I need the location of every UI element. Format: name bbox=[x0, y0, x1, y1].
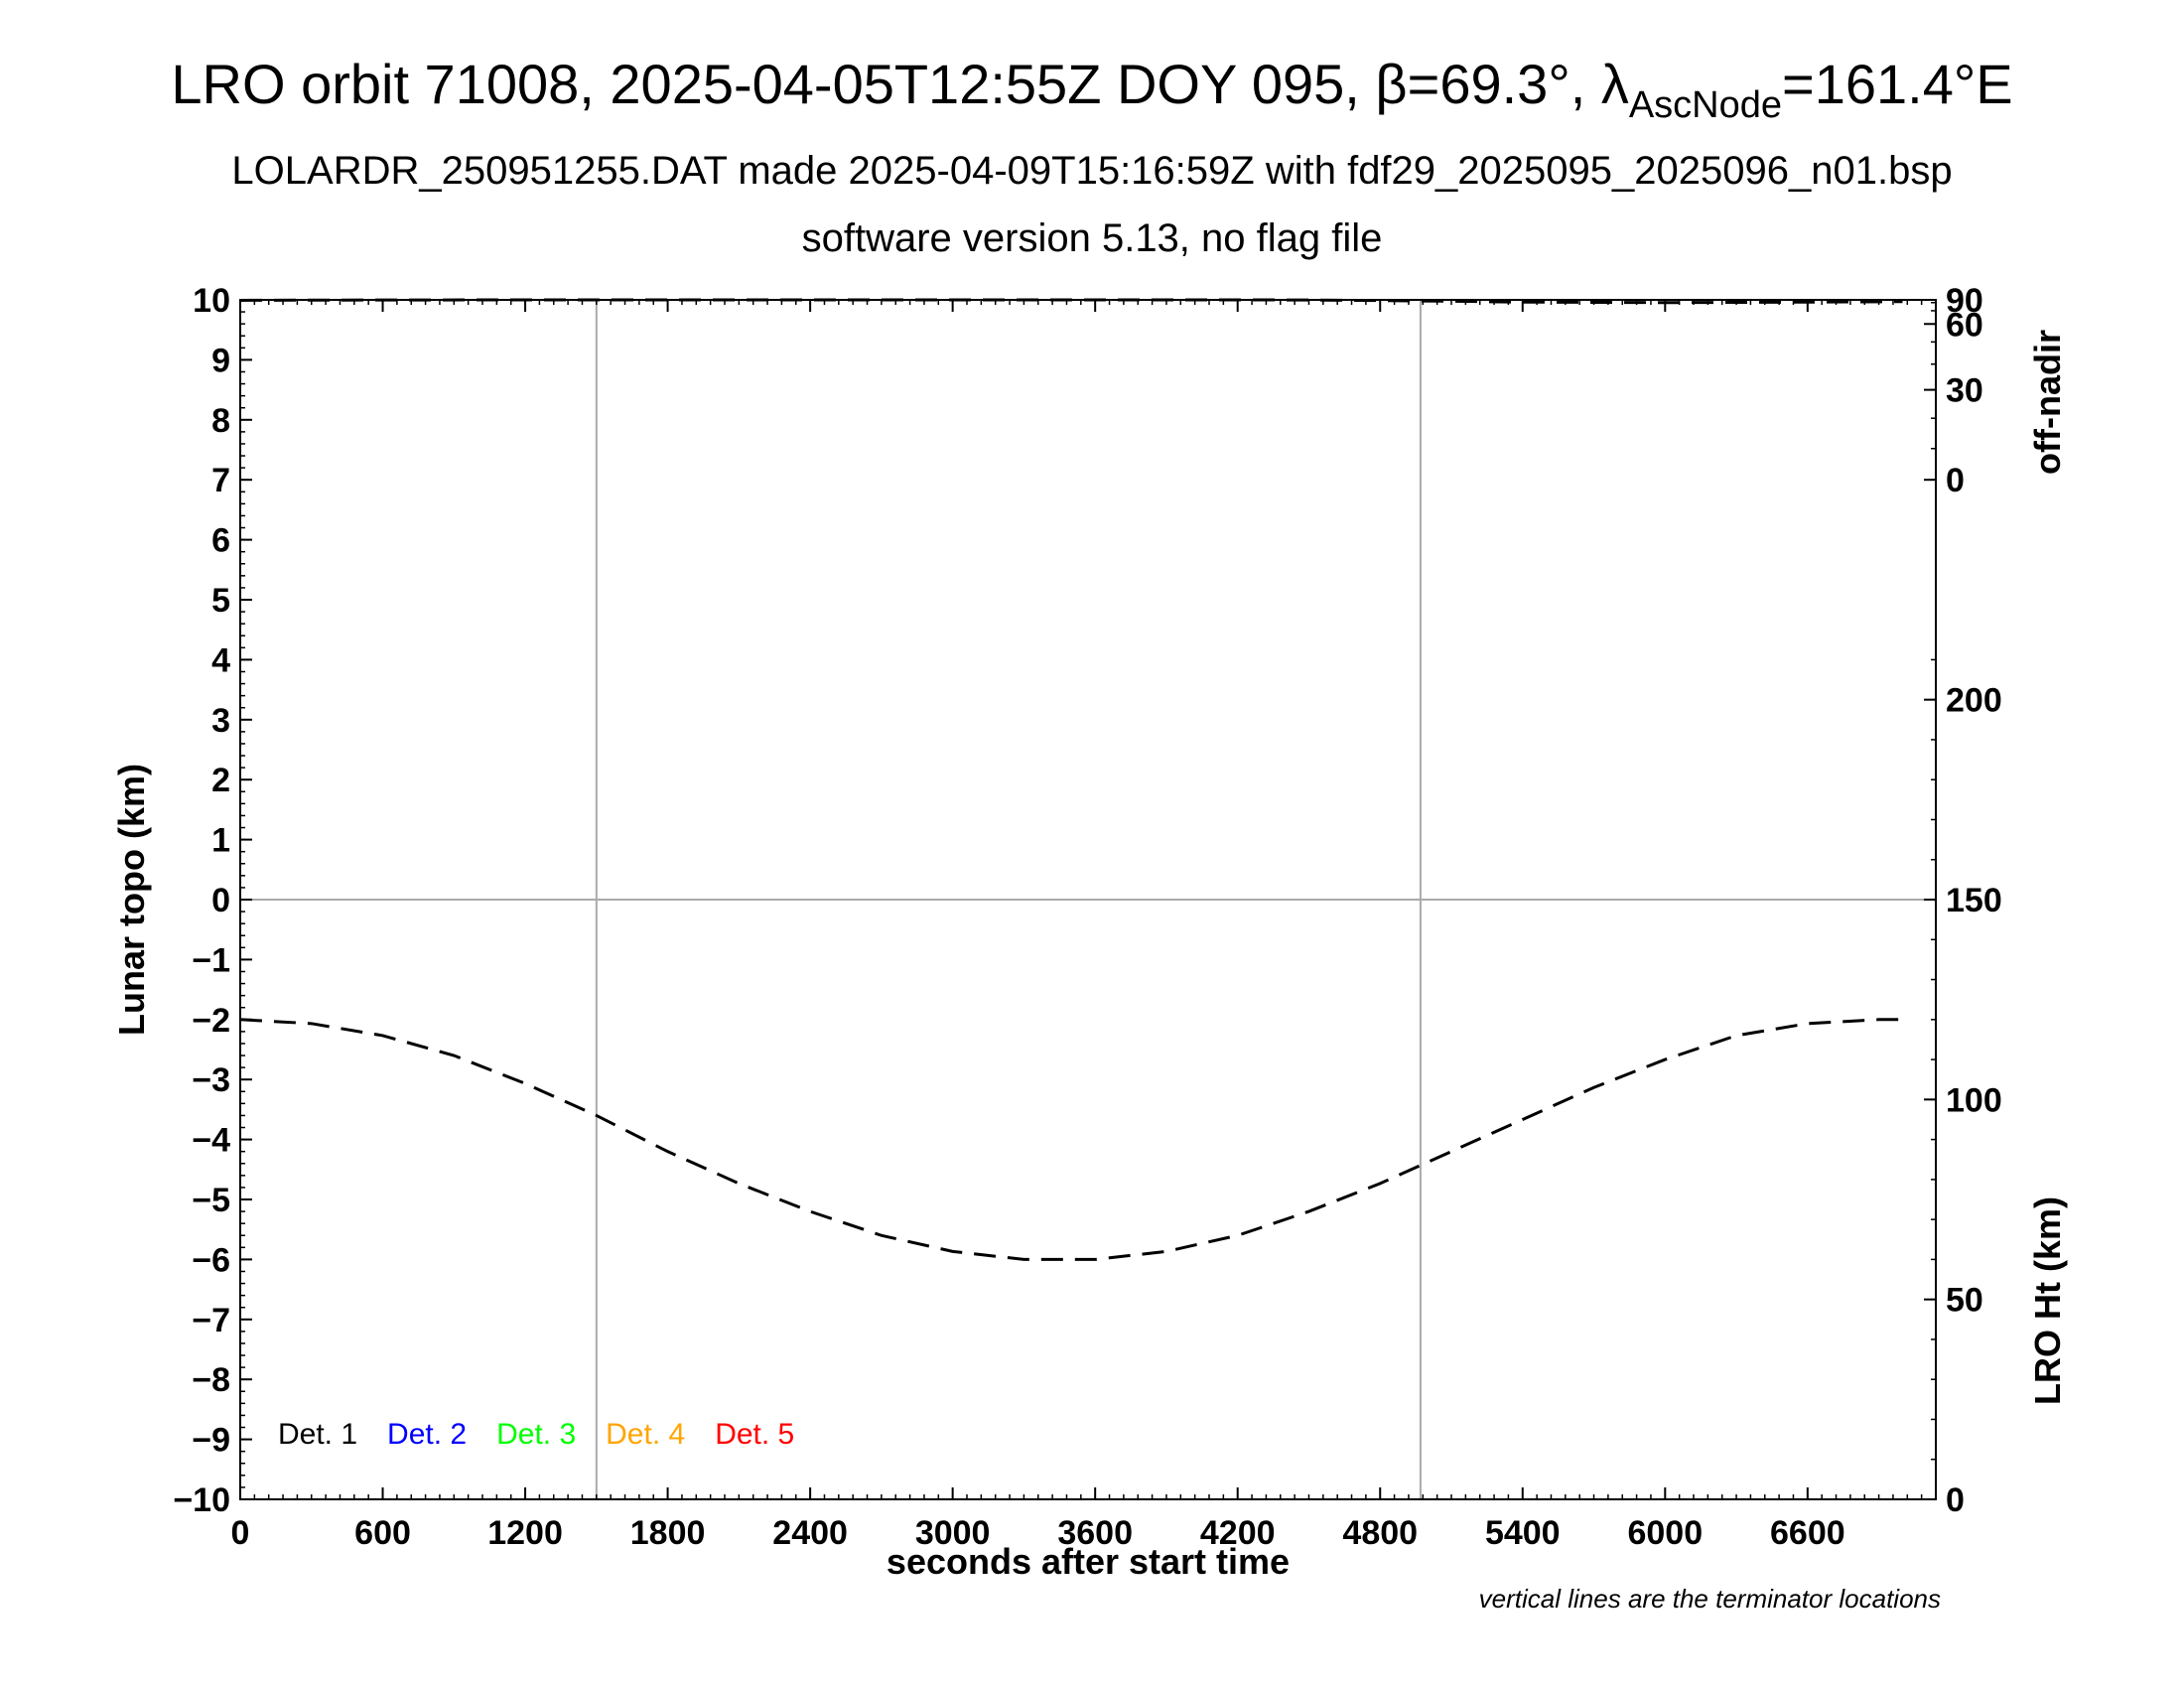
legend-item-det-1: Det. 1 bbox=[278, 1418, 358, 1451]
x-tick-label: 6000 bbox=[1627, 1514, 1703, 1552]
y-tick-label: 3 bbox=[211, 702, 230, 740]
y-tick-label: −8 bbox=[192, 1361, 230, 1399]
y-tick-label: 0 bbox=[211, 882, 230, 919]
legend-item-det-2: Det. 2 bbox=[387, 1418, 468, 1451]
y-tick-label: −5 bbox=[192, 1182, 230, 1219]
y-tick-label: 5 bbox=[211, 582, 230, 620]
chart-subtitle: LOLARDR_250951255.DAT made 2025-04-09T15… bbox=[231, 149, 1953, 193]
y-tick-label: −7 bbox=[192, 1302, 230, 1339]
x-tick-label: 2400 bbox=[772, 1514, 848, 1552]
y-tick-label: 10 bbox=[193, 282, 230, 320]
chart-title: LRO orbit 71008, 2025-04-05T12:55Z DOY 0… bbox=[0, 52, 2184, 124]
legend-item-det-4: Det. 4 bbox=[606, 1418, 686, 1451]
ht-tick-label: 100 bbox=[1946, 1081, 2002, 1119]
title-main: LRO orbit 71008, 2025-04-05T12:55Z DOY 0… bbox=[171, 53, 1629, 115]
y-tick-label: −3 bbox=[192, 1061, 230, 1099]
ht-tick-label: 200 bbox=[1946, 682, 2002, 720]
series-line-1 bbox=[239, 1018, 1903, 1261]
y-tick-label: −6 bbox=[192, 1241, 230, 1279]
title-tail: =161.4°E bbox=[1782, 53, 2013, 115]
ht-tick-label: 0 bbox=[1946, 1481, 1965, 1519]
x-tick-label: 0 bbox=[231, 1514, 250, 1552]
y-axis-label: Lunar topo (km) bbox=[111, 764, 152, 1036]
y-tick-label: −2 bbox=[192, 1002, 230, 1040]
x-tick-label: 5400 bbox=[1485, 1514, 1561, 1552]
y-tick-label: −10 bbox=[173, 1481, 230, 1519]
x-tick-label: 1800 bbox=[630, 1514, 706, 1552]
y-tick-label: 7 bbox=[211, 462, 230, 499]
nadir-tick-label: 90 bbox=[1946, 282, 1983, 320]
x-tick-label: 4800 bbox=[1342, 1514, 1418, 1552]
x-axis-label: seconds after start time bbox=[887, 1541, 1290, 1582]
legend: Det. 1 Det. 2 Det. 3 Det. 4 Det. 5 bbox=[278, 1418, 824, 1452]
legend-item-det-5: Det. 5 bbox=[715, 1418, 795, 1451]
title-subscript: AscNode bbox=[1628, 84, 1783, 126]
y-tick-label: 2 bbox=[211, 762, 230, 799]
y-tick-label: 4 bbox=[211, 641, 230, 679]
y-tick-label: −4 bbox=[192, 1122, 230, 1160]
y-tick-label: −1 bbox=[192, 941, 230, 979]
y-tick-label: −9 bbox=[192, 1422, 230, 1460]
nadir-tick-label: 30 bbox=[1946, 372, 1983, 410]
x-tick-label: 600 bbox=[354, 1514, 411, 1552]
series-line-2 bbox=[239, 298, 1903, 305]
ht-tick-label: 150 bbox=[1946, 882, 2002, 919]
x-tick-label: 4200 bbox=[1200, 1514, 1276, 1552]
ht-tick-label: 50 bbox=[1946, 1282, 1983, 1320]
terminator-note: vertical lines are the terminator locati… bbox=[1478, 1584, 1941, 1614]
chart-subtitle-2: software version 5.13, no flag file bbox=[801, 216, 1383, 260]
y-tick-label: 6 bbox=[211, 522, 230, 560]
nadir-tick-label: 60 bbox=[1946, 306, 1983, 344]
nadir-tick-label: 0 bbox=[1946, 462, 1965, 499]
lro-height-axis-label: LRO Ht (km) bbox=[2027, 1196, 2068, 1405]
x-tick-label: 3000 bbox=[915, 1514, 991, 1552]
y-tick-label: 1 bbox=[211, 822, 230, 860]
off-nadir-axis-label: off-nadir bbox=[2027, 330, 2068, 475]
x-tick-label: 6600 bbox=[1770, 1514, 1845, 1552]
legend-item-det-3: Det. 3 bbox=[496, 1418, 577, 1451]
x-tick-label: 3600 bbox=[1057, 1514, 1133, 1552]
x-tick-label: 1200 bbox=[487, 1514, 563, 1552]
y-tick-label: 9 bbox=[211, 342, 230, 379]
y-tick-label: 8 bbox=[211, 402, 230, 440]
